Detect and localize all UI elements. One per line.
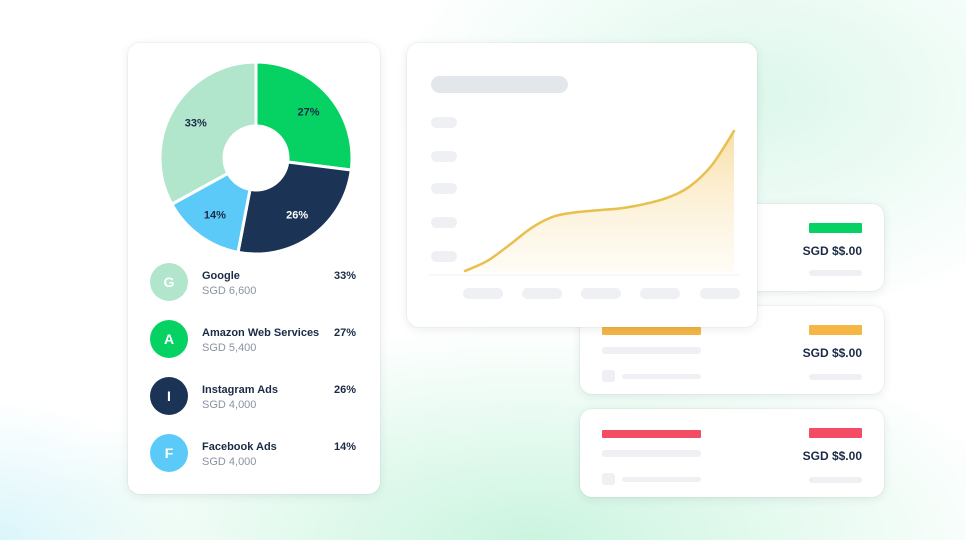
x-tick-placeholder <box>700 288 740 299</box>
vendor-name: Facebook Ads <box>202 441 277 453</box>
vendor-amount: SGD 5,400 <box>202 342 257 354</box>
pie-slice-amazon-web-services <box>254 60 354 172</box>
y-tick-placeholder <box>431 117 457 128</box>
list-item-amazon-web-services[interactable]: A Amazon Web Services SGD 5,400 27% <box>150 320 356 360</box>
placeholder-line <box>809 477 862 483</box>
list-item-facebook-ads[interactable]: F Facebook Ads SGD 4,000 14% <box>150 434 356 474</box>
amount-label: SGD $$.00 <box>802 244 862 258</box>
placeholder-line <box>809 374 862 380</box>
pie-slice-instagram-ads <box>236 160 353 256</box>
vendor-name: Amazon Web Services <box>202 327 320 339</box>
list-item-instagram-ads[interactable]: I Instagram Ads SGD 4,000 26% <box>150 377 356 417</box>
vendor-amount: SGD 4,000 <box>202 399 257 411</box>
spend-breakdown-card: 33% 27% 26% 14% G Google SGD 6,600 33% A Am… <box>128 43 380 494</box>
growth-chart-card <box>407 43 757 327</box>
avatar-facebook-ads: F <box>150 434 188 472</box>
x-tick-placeholder <box>522 288 562 299</box>
pie-slice-facebook-ads <box>169 171 252 255</box>
status-bar-right <box>809 325 862 335</box>
placeholder-checkbox <box>602 473 615 485</box>
placeholder-line <box>622 374 701 379</box>
amount-label: SGD $$.00 <box>802 346 862 360</box>
placeholder-checkbox <box>602 370 615 382</box>
spend-donut-chart: 33% 27% 26% 14% <box>158 60 354 256</box>
pie-label-instagram-ads: 26% <box>286 210 308 222</box>
list-item-google[interactable]: G Google SGD 6,600 33% <box>150 263 356 303</box>
vendor-name: Google <box>202 270 240 282</box>
pie-label-amazon-web-services: 27% <box>297 107 319 119</box>
avatar-instagram-ads: I <box>150 377 188 415</box>
growth-line-chart <box>429 129 740 276</box>
x-tick-placeholder <box>463 288 503 299</box>
area-fill <box>465 131 734 273</box>
chart-title-placeholder <box>431 76 568 93</box>
pie-slice-google <box>158 60 258 207</box>
avatar-google: G <box>150 263 188 301</box>
status-bar-left <box>602 327 701 335</box>
y-tick-placeholder <box>431 183 457 194</box>
vendor-name: Instagram Ads <box>202 384 279 396</box>
status-bar-right <box>809 428 862 438</box>
amount-label: SGD $$.00 <box>802 449 862 463</box>
x-tick-placeholder <box>640 288 680 299</box>
pie-label-facebook-ads: 14% <box>204 210 226 222</box>
vendor-percent: 26% <box>333 384 356 396</box>
pie-label-google: 33% <box>185 117 207 129</box>
vendor-percent: 27% <box>333 327 356 339</box>
placeholder-line <box>602 347 701 354</box>
series-line <box>463 129 736 273</box>
placeholder-line <box>622 477 701 482</box>
vendor-percent: 33% <box>333 270 356 282</box>
avatar-amazon-web-services: A <box>150 320 188 358</box>
status-bar-left <box>602 430 701 438</box>
y-tick-placeholder <box>431 217 457 228</box>
y-tick-placeholder <box>431 151 457 162</box>
status-bar-right <box>809 223 862 233</box>
y-tick-placeholder <box>431 251 457 262</box>
amount-card-3[interactable]: SGD $$.00 <box>580 409 884 497</box>
placeholder-line <box>809 270 862 276</box>
vendor-amount: SGD 4,000 <box>202 456 257 468</box>
x-tick-placeholder <box>581 288 621 299</box>
placeholder-line <box>602 450 701 457</box>
vendor-percent: 14% <box>333 441 356 453</box>
vendor-amount: SGD 6,600 <box>202 285 257 297</box>
